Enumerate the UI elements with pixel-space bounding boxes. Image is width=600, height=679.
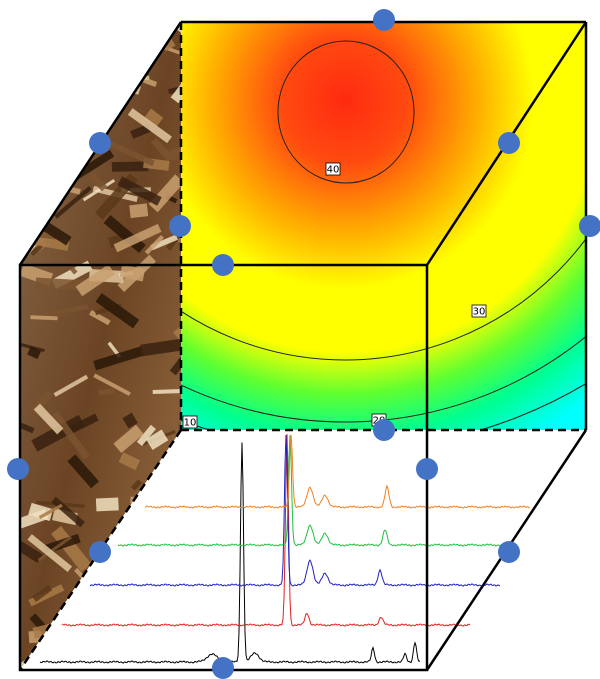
contour-label: 40 [327, 165, 340, 176]
wood-chip [89, 80, 103, 91]
wood-chip [88, 561, 123, 594]
contour-label: 30 [473, 307, 486, 318]
handle[interactable] [416, 458, 438, 480]
wood-chip [24, 189, 57, 199]
wood-chip [56, 122, 73, 134]
wood-chip [137, 536, 165, 565]
heatmap [181, 22, 586, 430]
spectrum [145, 435, 530, 508]
wood-chip [145, 624, 182, 646]
wood-chip [169, 540, 184, 554]
wood-chip [27, 152, 43, 171]
wood-chip [158, 646, 187, 672]
handle[interactable] [579, 215, 600, 237]
wood-chip [71, 601, 109, 632]
handle[interactable] [373, 419, 395, 441]
handle[interactable] [498, 541, 520, 563]
wood-chip [34, 28, 79, 53]
wood-chip [73, 57, 102, 92]
contour-label: 10 [184, 418, 197, 429]
wood-chip [65, 151, 79, 164]
wood-chip [57, 118, 89, 129]
wood-chip [118, 640, 135, 656]
handle[interactable] [7, 458, 29, 480]
handle[interactable] [212, 254, 234, 276]
handle[interactable] [212, 657, 234, 679]
wood-chip [73, 665, 120, 678]
wood-chip [29, 121, 61, 133]
wood-chip [87, 70, 141, 95]
wood-chip [21, 34, 54, 65]
wood-chip [76, 76, 105, 84]
wood-chip [93, 589, 109, 599]
wood-chip [99, 36, 119, 59]
wood-chip [102, 608, 155, 620]
wood-chip [27, 30, 48, 48]
wood-chip [74, 597, 105, 638]
wood-chip [169, 464, 218, 483]
wood-chip [35, 180, 62, 208]
wood-chip [129, 203, 148, 218]
wood-chip [130, 497, 181, 506]
wood-chip [29, 50, 44, 69]
wood-chip [130, 618, 149, 639]
wood-chip [29, 62, 62, 103]
wood-chip [93, 599, 116, 635]
wood-chip [166, 652, 183, 668]
wood-chip [179, 526, 229, 552]
wood-chip [18, 121, 41, 148]
spectrum [118, 435, 510, 546]
wood-chip [95, 607, 129, 650]
wood-chip [149, 472, 171, 494]
cube-diagram: 40 30 20 10 [0, 0, 600, 679]
wood-chip [28, 159, 46, 172]
wood-chip [96, 498, 119, 512]
wood-chip [35, 22, 79, 64]
handle[interactable] [169, 215, 191, 237]
wood-chip [178, 610, 199, 622]
wood-chip [71, 37, 85, 49]
wood-chip [19, 158, 43, 173]
handle[interactable] [89, 132, 111, 154]
wood-chip [143, 626, 174, 641]
handle[interactable] [89, 541, 111, 563]
wood-chip [112, 161, 149, 171]
handle[interactable] [498, 132, 520, 154]
handle[interactable] [373, 9, 395, 31]
